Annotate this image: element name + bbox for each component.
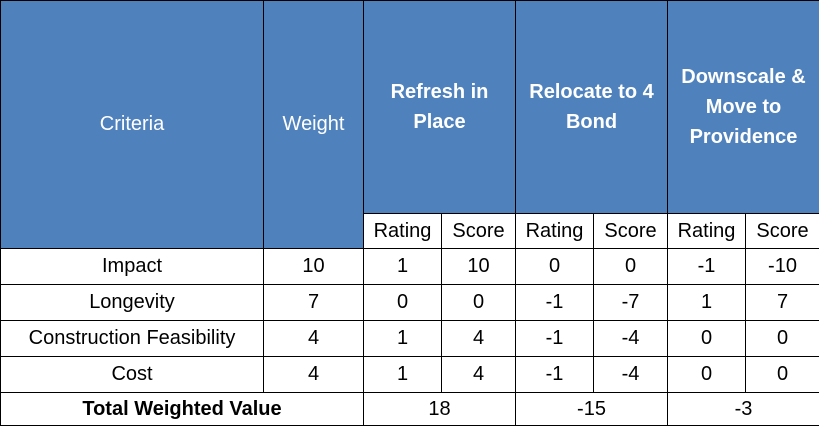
score-cell: 4 bbox=[441, 320, 516, 357]
weight-cell: 7 bbox=[263, 284, 364, 321]
score-cell: 7 bbox=[745, 284, 819, 321]
total-row: Total Weighted Value 18 -15 -3 bbox=[0, 392, 819, 426]
score-subheader: Score bbox=[593, 213, 668, 249]
rating-subheader: Rating bbox=[667, 213, 746, 249]
criteria-cell: Impact bbox=[0, 248, 264, 285]
total-value-relocate: -15 bbox=[515, 392, 668, 426]
table-row: Longevity 7 0 0 -1 -7 1 7 bbox=[0, 284, 819, 321]
score-cell: 0 bbox=[745, 356, 819, 393]
option-header-downscale: Downscale & Move to Providence bbox=[667, 0, 819, 214]
rating-subheader: Rating bbox=[363, 213, 442, 249]
table-row: Impact 10 1 10 0 0 -1 -10 bbox=[0, 248, 819, 285]
total-value-downscale: -3 bbox=[667, 392, 819, 426]
option-header-label: Relocate to 4 Bond bbox=[529, 81, 654, 133]
score-cell: -4 bbox=[593, 320, 668, 357]
rating-cell: 1 bbox=[667, 284, 746, 321]
rating-cell: 0 bbox=[363, 284, 442, 321]
option-header-label: Downscale & Move to Providence bbox=[681, 66, 806, 148]
score-cell: 4 bbox=[441, 356, 516, 393]
weight-cell: 4 bbox=[263, 320, 364, 357]
score-cell: -4 bbox=[593, 356, 668, 393]
rating-subheader: Rating bbox=[515, 213, 594, 249]
weight-cell: 4 bbox=[263, 356, 364, 393]
option-header-refresh-in-place: Refresh in Place bbox=[363, 0, 516, 214]
option-header-relocate: Relocate to 4 Bond bbox=[515, 0, 668, 214]
score-cell: 0 bbox=[593, 248, 668, 285]
score-cell: 0 bbox=[745, 320, 819, 357]
total-label: Total Weighted Value bbox=[0, 392, 364, 426]
rating-cell: 1 bbox=[363, 248, 442, 285]
criteria-cell: Construction Feasibility bbox=[0, 320, 264, 357]
rating-cell: 0 bbox=[515, 248, 594, 285]
rating-cell: -1 bbox=[515, 356, 594, 393]
rating-cell: 0 bbox=[667, 356, 746, 393]
rating-cell: 1 bbox=[363, 320, 442, 357]
rating-cell: 0 bbox=[667, 320, 746, 357]
option-header-label: Refresh in Place bbox=[390, 81, 489, 133]
table-row: Cost 4 1 4 -1 -4 0 0 bbox=[0, 356, 819, 393]
table-row: Construction Feasibility 4 1 4 -1 -4 0 0 bbox=[0, 320, 819, 357]
score-cell: -7 bbox=[593, 284, 668, 321]
rating-cell: 1 bbox=[363, 356, 442, 393]
score-subheader: Score bbox=[441, 213, 516, 249]
score-cell: 0 bbox=[441, 284, 516, 321]
criteria-header: Criteria bbox=[0, 0, 264, 249]
criteria-cell: Cost bbox=[0, 356, 264, 393]
criteria-cell: Longevity bbox=[0, 284, 264, 321]
rating-cell: -1 bbox=[515, 320, 594, 357]
rating-cell: -1 bbox=[515, 284, 594, 321]
score-subheader: Score bbox=[745, 213, 819, 249]
weight-cell: 10 bbox=[263, 248, 364, 285]
header-row: Criteria Weight Refresh in Place Relocat… bbox=[0, 0, 819, 249]
total-value-refresh: 18 bbox=[363, 392, 516, 426]
subheader-row: Rating Score Rating Score Rating Score bbox=[1, 213, 819, 249]
score-cell: -10 bbox=[745, 248, 819, 285]
rating-cell: -1 bbox=[667, 248, 746, 285]
score-cell: 10 bbox=[441, 248, 516, 285]
weight-header: Weight bbox=[263, 0, 364, 249]
